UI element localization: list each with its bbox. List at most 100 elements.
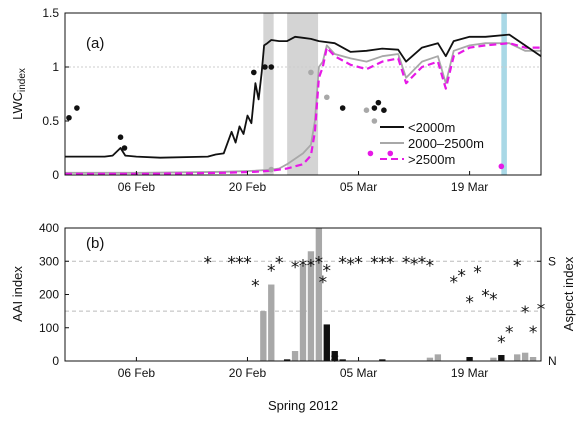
legend-label-2: >2500m xyxy=(408,152,455,167)
panel-a-dots xyxy=(66,64,505,173)
data-dot-0-8 xyxy=(371,105,378,111)
panel-b-right-ylabel: Aspect index xyxy=(561,256,576,331)
data-dot-1-3 xyxy=(363,107,370,113)
shaded-period-0 xyxy=(263,13,274,175)
aai-bar-4 xyxy=(299,264,307,361)
data-dot-0-5 xyxy=(262,64,268,70)
aspect-star-4: * xyxy=(251,277,260,297)
aspect-star-30: * xyxy=(497,333,506,353)
data-dot-2-0 xyxy=(367,150,374,157)
aspect-star-33: * xyxy=(521,303,530,323)
panel-b: * * * *** * * * * ***** * * * * * * * * ** **** ** ***** 0 10… xyxy=(10,221,576,413)
aai-bar-3 xyxy=(291,351,299,361)
panel-a-xticks: 06 Feb 20 Feb 05 Mar 19 Mar xyxy=(118,171,488,194)
data-dot-0-9 xyxy=(375,99,382,106)
aspect-star-9: * xyxy=(307,257,316,277)
x-tick-label: 19 Mar xyxy=(451,180,488,194)
aai-bar-14 xyxy=(490,357,497,361)
y-tick-label: 300 xyxy=(39,254,59,268)
aspect-star-17: * xyxy=(370,253,379,273)
aai-bar-16 xyxy=(514,354,521,361)
aai-bar-17 xyxy=(521,352,529,361)
aai-bar-5 xyxy=(307,251,315,361)
x-tick-label: 20 Feb xyxy=(229,180,267,194)
series-line-0 xyxy=(65,33,542,159)
panel-b-right-yticks: NS xyxy=(537,254,557,368)
aspect-star-14: * xyxy=(338,253,347,273)
series-line-2 xyxy=(65,42,541,175)
aspect-star-32: * xyxy=(513,257,522,277)
panel-b-label: (b) xyxy=(86,235,104,252)
data-dot-0-4 xyxy=(251,69,257,76)
x-tick-label: 19 Mar xyxy=(451,366,488,380)
data-dot-1-0 xyxy=(268,166,275,173)
aspect-star-12: * xyxy=(323,262,332,282)
y-tick-label: 0.5 xyxy=(42,114,59,128)
aai-bar-7 xyxy=(323,324,330,361)
aspect-star-26: * xyxy=(465,293,474,313)
panel-b-stars: * * * *** * * * * ***** * * * * * * * * ** **** ** ***** xyxy=(204,253,546,371)
aspect-star-2: * xyxy=(235,253,244,273)
aspect-star-10: * xyxy=(315,253,324,273)
aspect-star-8: * xyxy=(299,257,308,277)
aspect-star-27: * xyxy=(473,263,482,283)
data-dot-0-0 xyxy=(66,114,72,121)
aspect-star-7: * xyxy=(291,258,300,278)
right-y-tick-label: S xyxy=(548,254,556,268)
aai-bar-1 xyxy=(268,284,275,361)
aspect-star-25: * xyxy=(457,267,466,287)
aspect-star-24: * xyxy=(449,273,458,293)
aai-bar-2 xyxy=(283,359,291,361)
aai-bar-9 xyxy=(339,359,346,361)
panel-b-ylabel: AAI index xyxy=(10,266,25,322)
panel-b-yticks: 0 100 200 300 400 xyxy=(39,221,69,368)
aspect-star-3: * xyxy=(243,253,252,273)
data-dot-0-6 xyxy=(268,64,275,70)
x-tick-label: 06 Feb xyxy=(118,180,156,194)
aai-bar-8 xyxy=(331,351,338,361)
aspect-star-31: * xyxy=(505,323,514,343)
panel-a-frame xyxy=(64,12,542,176)
aspect-star-28: * xyxy=(481,287,490,307)
data-dot-0-10 xyxy=(381,107,387,113)
y-tick-label: 200 xyxy=(39,288,59,302)
data-dot-0-2 xyxy=(117,134,124,140)
x-tick-label: 06 Feb xyxy=(118,366,156,380)
aspect-star-20: * xyxy=(402,253,411,273)
aspect-star-6: * xyxy=(275,253,284,273)
panel-a-ylabel-sub: index xyxy=(17,68,28,92)
aai-bar-15 xyxy=(498,355,505,361)
aai-bar-11 xyxy=(426,357,434,361)
x-tick-label: 05 Mar xyxy=(340,180,377,194)
aspect-star-29: * xyxy=(489,290,498,310)
x-tick-label: 20 Feb xyxy=(229,366,267,380)
y-tick-label: 100 xyxy=(39,321,59,335)
shaded-period-2 xyxy=(501,13,507,175)
aspect-star-1: * xyxy=(227,253,236,273)
data-dot-0-1 xyxy=(74,105,80,111)
data-dot-0-3 xyxy=(121,145,128,151)
panel-a-ylabel: LWCindex xyxy=(10,68,28,120)
y-tick-label: 1 xyxy=(52,60,59,74)
aspect-star-15: * xyxy=(346,255,355,275)
y-tick-label: 0 xyxy=(52,354,59,368)
aai-bar-12 xyxy=(434,354,442,361)
aspect-star-19: * xyxy=(386,253,395,273)
aai-bar-10 xyxy=(379,359,386,361)
aai-bar-6 xyxy=(315,228,323,361)
aspect-star-18: * xyxy=(378,253,387,273)
data-dot-1-1 xyxy=(308,69,314,76)
panel-b-xlabel: Spring 2012 xyxy=(268,398,338,413)
aspect-star-21: * xyxy=(410,255,419,275)
aspect-star-23: * xyxy=(426,257,435,277)
y-tick-label: 400 xyxy=(39,221,59,235)
data-dot-0-7 xyxy=(339,105,346,111)
aai-bar-18 xyxy=(529,357,537,361)
data-dot-2-2 xyxy=(498,163,505,170)
aspect-star-16: * xyxy=(354,253,363,273)
y-tick-label: 0 xyxy=(52,168,59,182)
aspect-star-0: * xyxy=(204,253,213,273)
panel-b-bars xyxy=(260,228,537,361)
data-dot-2-1 xyxy=(387,150,394,157)
